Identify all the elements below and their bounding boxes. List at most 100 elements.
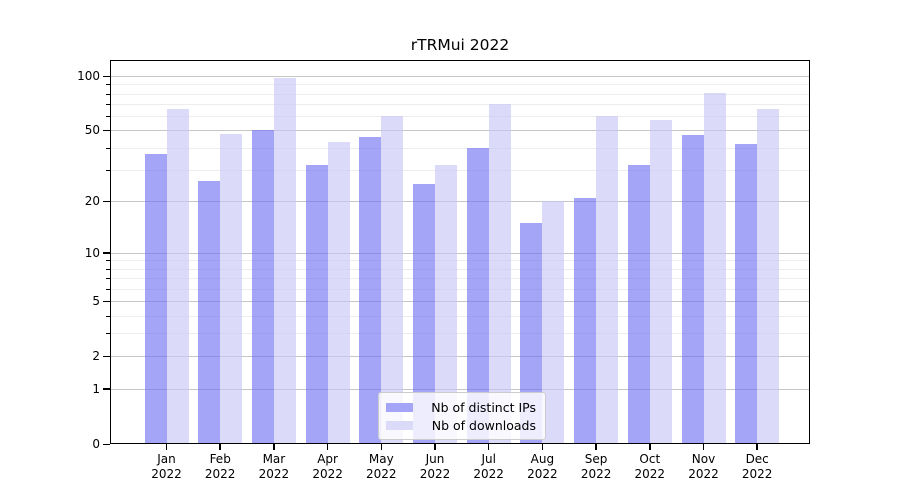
x-tick: [487, 444, 490, 450]
bar-downloads: [166, 108, 189, 444]
bar-downloads: [757, 108, 780, 444]
x-tick-label: Sep 2022: [580, 452, 612, 481]
gridline-major: [110, 201, 810, 203]
x-tick-label: Feb 2022: [204, 452, 236, 481]
bar-downloads: [703, 92, 726, 444]
x-tick-label: Jan 2022: [151, 452, 182, 481]
x-tick: [595, 444, 597, 450]
x-tick: [219, 444, 221, 450]
y-tick: [103, 200, 110, 203]
bar-distinct-ips: [198, 181, 221, 444]
chart-title: rTRMui 2022: [410, 36, 510, 54]
y-minor-tick: [106, 116, 110, 118]
y-tick-label: 1: [92, 381, 100, 396]
x-tick-label: Aug 2022: [527, 452, 558, 481]
bar-downloads: [649, 120, 672, 444]
x-tick: [702, 444, 705, 450]
gridline-major: [110, 356, 810, 358]
y-tick-label: 2: [92, 349, 100, 364]
gridline-minor: [110, 288, 810, 290]
x-tick: [756, 444, 758, 450]
y-tick-label: 0: [92, 437, 100, 451]
bar-downloads: [327, 142, 350, 444]
y-tick: [103, 75, 110, 77]
legend-swatch-distinct-ips: [386, 402, 413, 412]
legend-label: Nb of downloads: [431, 417, 536, 433]
y-tick-label: 5: [92, 294, 100, 309]
y-minor-tick: [106, 170, 110, 172]
x-tick: [541, 444, 544, 450]
x-tick-label: Dec 2022: [741, 452, 773, 481]
y-minor-tick: [106, 278, 110, 280]
gridline-minor: [110, 116, 810, 118]
bar-distinct-ips: [627, 165, 650, 444]
bar-downloads: [435, 165, 457, 444]
x-tick-label: Jul 2022: [473, 452, 504, 481]
y-minor-tick: [106, 93, 110, 95]
x-tick: [273, 444, 275, 450]
legend-swatch-downloads: [386, 420, 413, 430]
x-tick-label: Oct 2022: [634, 452, 666, 481]
legend: Nb of distinct IPs Nb of downloads: [378, 392, 546, 440]
gridline-minor: [110, 93, 810, 95]
y-tick: [103, 388, 110, 390]
bar-downloads: [273, 77, 296, 444]
bar-distinct-ips: [413, 184, 435, 444]
legend-label: Nb of distinct IPs: [431, 399, 536, 415]
x-tick: [165, 444, 168, 450]
bar-distinct-ips: [466, 147, 489, 444]
bar-distinct-ips: [735, 144, 758, 444]
y-minor-tick: [106, 260, 110, 262]
y-tick: [103, 443, 110, 445]
gridline-major: [110, 252, 810, 254]
x-tick-label: Mar 2022: [258, 452, 290, 481]
gridline-minor: [110, 260, 810, 262]
x-tick: [649, 444, 651, 450]
bar-distinct-ips: [359, 136, 382, 444]
gridline-minor: [110, 147, 810, 149]
plot-area: [110, 60, 810, 444]
bar-distinct-ips: [144, 153, 167, 444]
y-minor-tick: [106, 315, 110, 317]
x-tick-label: May 2022: [366, 452, 397, 481]
y-tick-label: 100: [77, 69, 100, 83]
bar-distinct-ips: [574, 197, 597, 444]
y-tick: [103, 355, 110, 358]
gridline-minor: [110, 268, 810, 270]
gridline-major: [110, 388, 810, 390]
gridline-minor: [110, 278, 810, 280]
bar-downloads: [488, 104, 511, 444]
gridline-major: [110, 76, 810, 77]
legend-item: Nb of distinct IPs: [386, 398, 536, 416]
y-tick-label: 20: [84, 194, 100, 209]
x-tick: [380, 444, 383, 450]
y-tick: [103, 129, 110, 132]
x-tick-label: Jun 2022: [419, 452, 451, 481]
bar-distinct-ips: [305, 165, 328, 444]
gridline-minor: [110, 333, 810, 335]
y-minor-tick: [106, 288, 110, 290]
y-minor-tick: [106, 333, 110, 335]
y-minor-tick: [106, 268, 110, 270]
y-tick: [103, 252, 110, 254]
y-minor-tick: [106, 84, 110, 86]
bar-downloads: [542, 201, 565, 444]
x-tick-label: Nov 2022: [688, 452, 719, 481]
y-minor-tick: [106, 147, 110, 149]
bar-distinct-ips: [520, 222, 543, 444]
y-minor-tick: [106, 104, 110, 106]
y-tick-label: 10: [84, 245, 100, 260]
bar-distinct-ips: [681, 135, 704, 444]
gridline-minor: [110, 170, 810, 172]
gridline-minor: [110, 84, 810, 86]
gridline-major: [110, 301, 810, 303]
x-tick: [326, 444, 329, 450]
y-tick: [103, 300, 110, 303]
x-tick-label: Apr 2022: [312, 452, 343, 481]
x-tick: [434, 444, 436, 450]
gridline-minor: [110, 104, 810, 106]
bar-downloads: [220, 133, 243, 444]
bar-distinct-ips: [251, 130, 274, 444]
gridline-major: [110, 130, 810, 132]
